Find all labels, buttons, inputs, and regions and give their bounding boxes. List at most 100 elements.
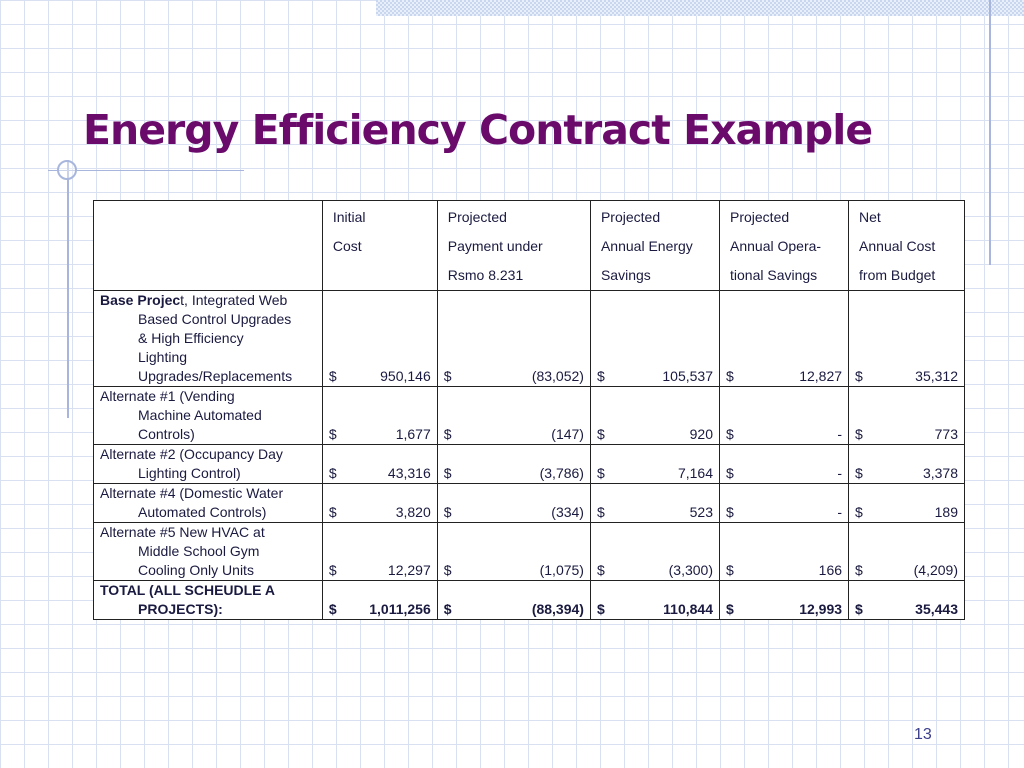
currency-symbol: $: [443, 465, 452, 481]
currency-symbol: $: [855, 504, 863, 520]
table-row-alternate-2: Alternate #2 (Occupancy Day Lighting Con…: [93, 444, 965, 484]
header-line: Projected: [447, 209, 507, 225]
cell-value: 950,146: [380, 368, 431, 384]
decorative-circle: [57, 160, 77, 180]
row-description: Alternate #1 (Vending Machine Automated …: [93, 386, 323, 445]
row-description: TOTAL (ALL SCHEUDLE A PROJECTS):: [93, 580, 323, 620]
cell-value: 43,316: [387, 465, 431, 481]
cell-operational-savings: $ -: [718, 444, 850, 484]
description-line: PROJECTS):: [138, 601, 223, 617]
cell-value: (4,209): [913, 562, 958, 578]
header-operational-savings: Projected Annual Opera- tional Savings: [718, 200, 850, 291]
table-row-total: TOTAL (ALL SCHEUDLE A PROJECTS): $1,011,…: [93, 580, 965, 620]
cell-value: 3,820: [395, 504, 431, 520]
cell-energy-savings: $7,164: [589, 444, 721, 484]
cell-projected-payment: $ (1,075): [436, 522, 591, 581]
cell-value: 3,378: [922, 465, 958, 481]
cell-value: (83,052): [531, 368, 584, 384]
cell-value: 7,164: [677, 465, 713, 481]
cell-value: -: [837, 504, 843, 520]
cell-value: 189: [934, 504, 958, 520]
currency-symbol: $: [328, 426, 337, 442]
row-description: Alternate #5 New HVAC at Middle School G…: [93, 522, 323, 581]
slide-title: Energy Efficiency Contract Example: [83, 106, 873, 154]
description-first-line: Alternate #4 (Domestic Water: [100, 485, 284, 501]
cell-energy-savings: $ (3,300): [589, 522, 721, 581]
cell-value: 920: [689, 426, 713, 442]
currency-symbol: $: [855, 562, 863, 578]
currency-symbol: $: [596, 562, 605, 578]
cell-value: 166: [818, 562, 843, 578]
currency-symbol: $: [443, 601, 452, 617]
table-row-base-project: Base Project, Integrated Web Based Contr…: [93, 290, 965, 387]
currency-symbol: $: [726, 426, 734, 442]
currency-symbol: $: [596, 465, 605, 481]
cell-energy-savings: $523: [589, 483, 721, 523]
currency-symbol: $: [328, 562, 337, 578]
table-row-alternate-1: Alternate #1 (Vending Machine Automated …: [93, 386, 965, 445]
currency-symbol: $: [596, 504, 605, 520]
header-line: Annual Cost: [859, 238, 936, 254]
row-description: Alternate #4 (Domestic Water Automated C…: [93, 483, 323, 523]
cell-value: (334): [551, 504, 584, 520]
cell-projected-payment: $ (83,052): [436, 290, 591, 387]
currency-symbol: $: [328, 601, 337, 617]
header-line: Initial: [332, 209, 366, 225]
cell-value: 110,844: [663, 601, 713, 617]
cell-operational-savings: $166: [718, 522, 850, 581]
description-line: & High Efficiency: [138, 330, 244, 346]
header-initial-cost: Initial Cost: [321, 200, 438, 291]
currency-symbol: $: [596, 426, 605, 442]
header-description: [93, 200, 323, 291]
header-projected-payment: Projected Payment under Rsmo 8.231: [436, 200, 591, 291]
cell-value: -: [837, 465, 843, 481]
cell-projected-payment: $ (3,786): [436, 444, 591, 484]
row-description: Base Project, Integrated Web Based Contr…: [93, 290, 323, 387]
header-line: Rsmo 8.231: [447, 267, 524, 283]
contract-table: Initial Cost Projected Payment under Rsm…: [93, 200, 965, 620]
currency-symbol: $: [726, 504, 734, 520]
cell-projected-payment: $ (88,394): [436, 580, 591, 620]
currency-symbol: $: [855, 426, 863, 442]
header-line: from Budget: [859, 267, 936, 283]
cell-value: 105,537: [662, 368, 713, 384]
description-line: Automated Controls): [138, 504, 267, 520]
currency-symbol: $: [443, 368, 452, 384]
header-line: Cost: [332, 238, 362, 254]
description-line: Lighting Control): [138, 465, 241, 481]
cell-value: 1,677: [395, 426, 431, 442]
decorative-vertical-line-right: [989, 0, 991, 265]
cell-energy-savings: $110,844: [589, 580, 721, 620]
description-first-line: Alternate #2 (Occupancy Day: [100, 446, 283, 462]
cell-value: (3,300): [668, 562, 713, 578]
currency-symbol: $: [726, 465, 734, 481]
cell-value: (147): [551, 426, 584, 442]
currency-symbol: $: [443, 426, 452, 442]
description-first-line: Alternate #5 New HVAC at: [100, 524, 265, 540]
cell-value: (88,394): [531, 601, 584, 617]
currency-symbol: $: [328, 465, 337, 481]
currency-symbol: $: [596, 368, 605, 384]
description-line: Controls): [138, 426, 195, 442]
cell-energy-savings: $920: [589, 386, 721, 445]
description-line: Upgrades/Replacements: [138, 368, 293, 384]
page-number: 13: [914, 726, 932, 743]
cell-initial-cost: $950,146: [321, 290, 438, 387]
header-line: Net: [859, 209, 881, 225]
header-line: Projected: [730, 209, 790, 225]
currency-symbol: $: [726, 601, 734, 617]
table-header-row: Initial Cost Projected Payment under Rsm…: [93, 200, 965, 291]
cell-value: 1,011,256: [369, 601, 431, 617]
cell-initial-cost: $12,297: [321, 522, 438, 581]
decorative-horizontal-line: [48, 170, 244, 171]
header-line: Savings: [600, 267, 651, 283]
cell-value: 523: [689, 504, 713, 520]
cell-initial-cost: $43,316: [321, 444, 438, 484]
cell-operational-savings: $12,993: [718, 580, 850, 620]
currency-symbol: $: [726, 368, 734, 384]
cell-operational-savings: $ -: [718, 386, 850, 445]
cell-value: 35,312: [915, 368, 958, 384]
description-line: Middle School Gym: [138, 543, 260, 559]
top-decorative-band: [376, 0, 1024, 16]
currency-symbol: $: [443, 562, 452, 578]
